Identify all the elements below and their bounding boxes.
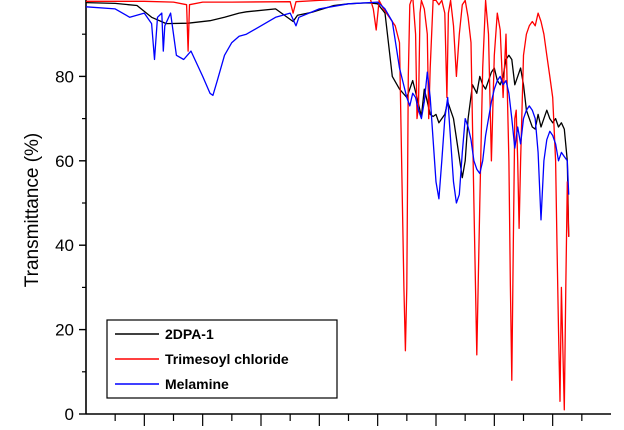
y-tick-label: 60: [55, 152, 74, 171]
y-tick-label: 20: [55, 321, 74, 340]
tick-labels-group: 0 20 40 60 80: [55, 67, 74, 424]
y-axis-title: Transmittance (%): [22, 133, 43, 288]
y-tick-label: 80: [55, 67, 74, 86]
legend: 2DPA-1 Trimesoyl chloride Melamine: [106, 319, 338, 399]
legend-label-2dpa-1: 2DPA-1: [165, 326, 214, 342]
series-layer: [86, 0, 570, 411]
legend-label-melamine: Melamine: [165, 376, 229, 392]
series-line-trimesoyl-chloride: [86, 0, 570, 411]
axes-group: [79, 0, 611, 426]
y-tick-label: 0: [65, 405, 74, 424]
legend-label-trimesoyl-chloride: Trimesoyl chloride: [165, 351, 289, 367]
y-tick-label: 40: [55, 236, 74, 255]
series-line-melamine: [86, 1, 570, 221]
series-line-2dpa-1: [86, 1, 570, 237]
